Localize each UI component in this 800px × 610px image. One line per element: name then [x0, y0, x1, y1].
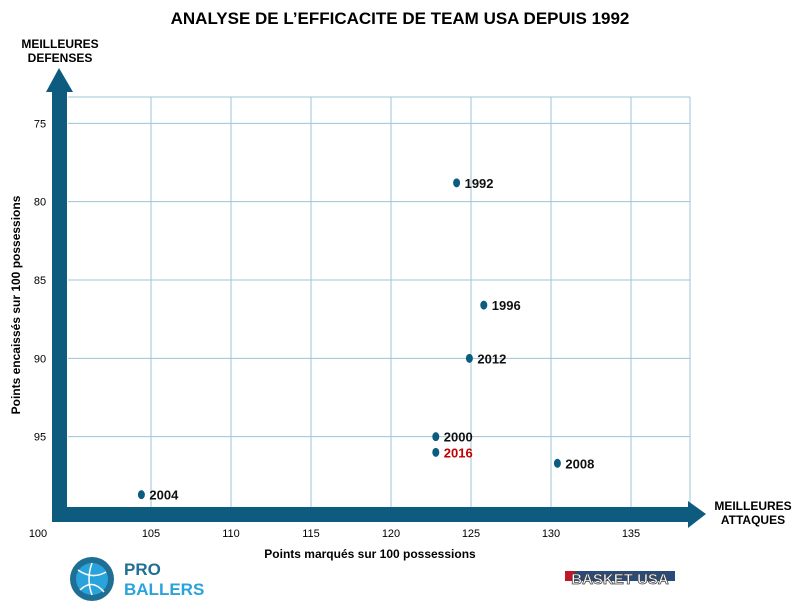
y-tick-label: 90 [34, 353, 46, 365]
data-label: 2016 [444, 445, 473, 460]
y-tick-label: 80 [34, 197, 46, 209]
data-point [432, 447, 440, 457]
svg-text:BASKET USA: BASKET USA [571, 571, 669, 588]
y-axis [52, 90, 67, 522]
y-axis-arrow [46, 68, 73, 92]
chart-title: ANALYSE DE L’EFFICACITE DE TEAM USA DEPU… [171, 9, 630, 28]
y-tick-label: 85 [34, 275, 46, 287]
x-tick-label: 120 [382, 528, 400, 540]
data-label: 1992 [465, 176, 494, 191]
x-axis-end-label-1: MEILLEURES [714, 499, 791, 513]
x-axis-label: Points marqués sur 100 possessions [264, 547, 476, 561]
x-axis-arrow [688, 501, 706, 528]
data-point [465, 353, 473, 363]
data-point [137, 490, 145, 500]
data-point [480, 300, 488, 310]
pro-ballers-logo: PRO BALLERS [70, 557, 204, 601]
tick-labels: 100 105 110 115 120 125 130 135 75 80 85 90 95 [29, 118, 640, 540]
svg-text:PRO: PRO [124, 560, 161, 579]
x-tick-label: 110 [222, 528, 240, 540]
x-tick-label: 135 [622, 528, 640, 540]
basket-usa-logo: BASKET USA [565, 571, 675, 588]
y-axis-label: Points encaissés sur 100 possessions [9, 195, 23, 414]
axes [46, 68, 706, 528]
data-label: 1996 [492, 298, 521, 313]
x-tick-label: 100 [29, 528, 47, 540]
y-axis-end-label-2: DEFENSES [28, 51, 93, 65]
data-point [553, 458, 561, 468]
data-point [453, 178, 461, 188]
y-tick-label: 75 [34, 118, 46, 130]
data-label: 2012 [477, 351, 506, 366]
y-axis-end-label-1: MEILLEURES [21, 37, 98, 51]
x-axis [52, 507, 690, 522]
x-axis-end-label-2: ATTAQUES [721, 513, 785, 527]
x-tick-label: 105 [142, 528, 160, 540]
data-label: 2008 [565, 456, 594, 471]
grid [68, 96, 691, 515]
x-tick-label: 130 [542, 528, 560, 540]
data-label: 2000 [444, 430, 473, 445]
x-tick-label: 125 [462, 528, 480, 540]
data-point [432, 432, 440, 442]
y-tick-label: 95 [34, 432, 46, 444]
svg-text:BALLERS: BALLERS [124, 580, 204, 599]
data-label: 2004 [149, 488, 179, 503]
x-tick-label: 115 [302, 528, 320, 540]
